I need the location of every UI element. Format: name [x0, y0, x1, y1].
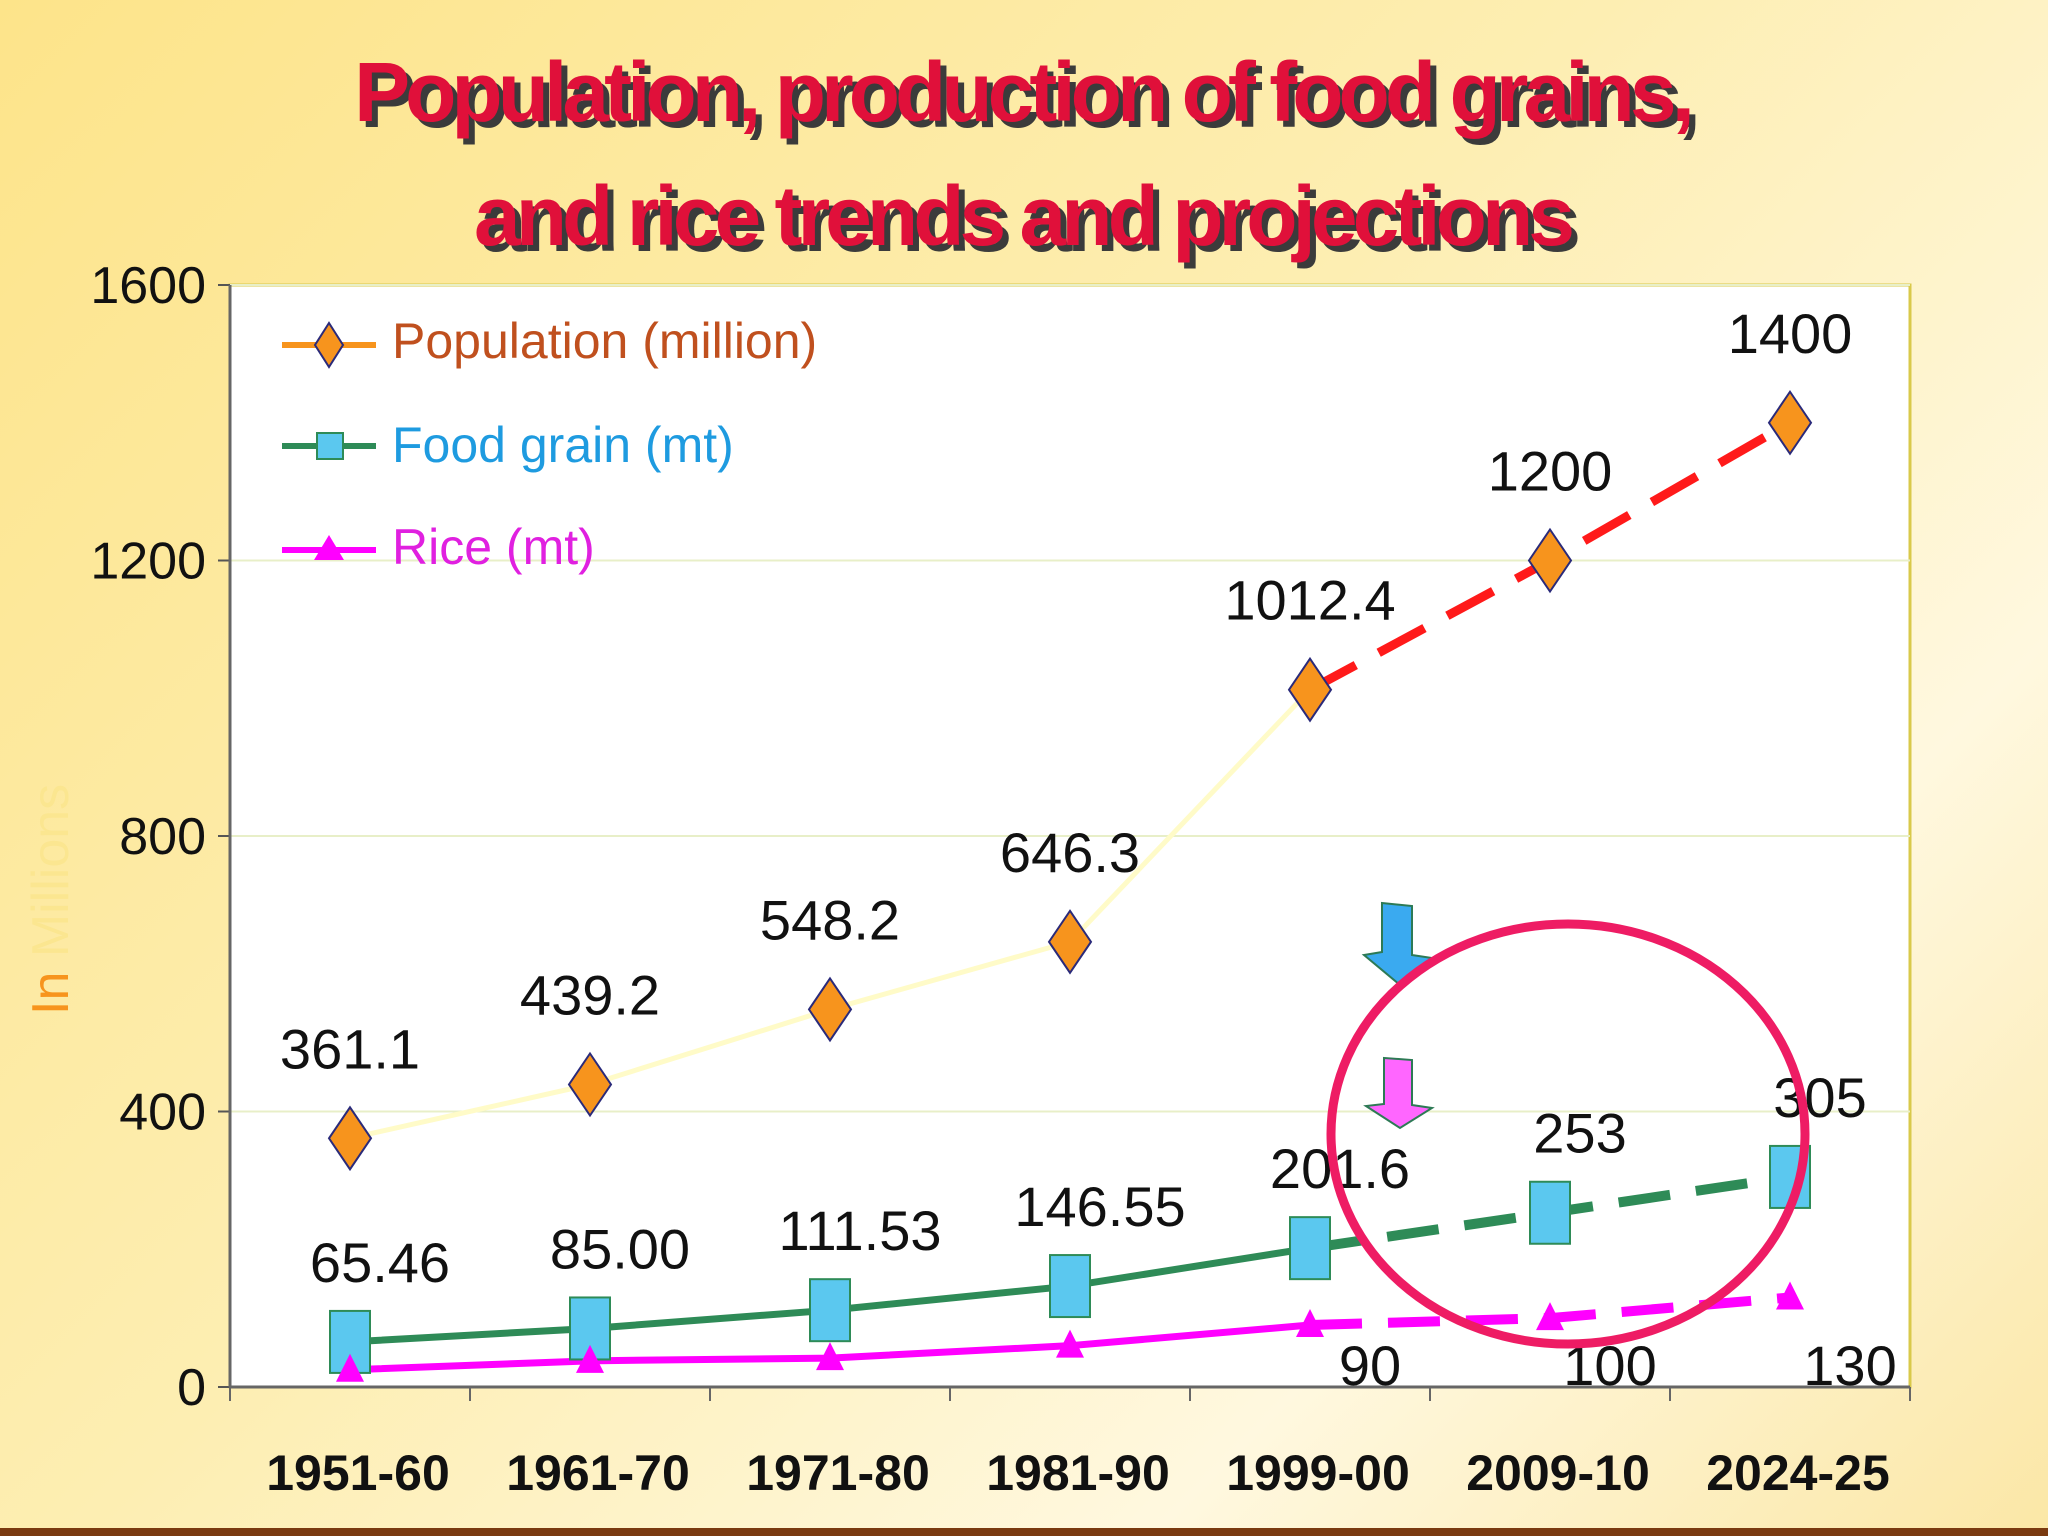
data-label: 1400 — [1728, 302, 1853, 365]
rice-marker — [1776, 1281, 1804, 1310]
data-label: 548.2 — [760, 888, 900, 951]
y-tick-label: 800 — [119, 808, 206, 866]
data-label: 90 — [1339, 1334, 1401, 1397]
chart-title-line-2-shadow: and rice trends and projections — [480, 175, 1578, 269]
data-label: 305 — [1773, 1066, 1866, 1129]
food-grain-marker — [1529, 1180, 1571, 1245]
population-marker — [327, 1105, 373, 1172]
data-label: 646.3 — [1000, 821, 1140, 884]
population-marker — [1527, 527, 1573, 594]
population-marker — [567, 1051, 613, 1118]
legend-label-rice: Rice (mt) — [392, 519, 595, 575]
x-tick-label: 1971-80 — [746, 1445, 930, 1501]
x-tick-label: 1981-90 — [986, 1445, 1170, 1501]
data-labels: 361.1 439.2 548.2 646.3 1012.4 1200 1400 65.46 8… — [280, 302, 1897, 1397]
rice-marker — [816, 1342, 844, 1371]
y-tick-labels: 0 400 800 1200 1600 — [90, 257, 206, 1417]
y-tick-label: 0 — [177, 1359, 206, 1417]
data-label: 130 — [1803, 1334, 1896, 1397]
legend-label-food-grain: Food grain (mt) — [392, 417, 734, 473]
data-label: 1012.4 — [1224, 569, 1395, 632]
data-label: 253 — [1533, 1102, 1626, 1165]
y-tick-label: 1600 — [90, 257, 206, 315]
rice-marker — [336, 1353, 364, 1382]
legend-item-food-grain: Food grain (mt) — [282, 417, 734, 473]
data-label: 146.55 — [1014, 1175, 1185, 1238]
x-tick-label: 2009-10 — [1466, 1445, 1650, 1501]
legend: Population (million) Food grain (mt) Ric… — [282, 313, 817, 575]
annotation-pink-arrow — [1363, 1056, 1435, 1130]
rice-marker — [1536, 1302, 1564, 1331]
x-tick-label: 1999-00 — [1226, 1445, 1410, 1501]
x-tick-label: 1951-60 — [266, 1445, 450, 1501]
population-marker — [807, 976, 853, 1043]
chart-title-line-2: and rice trends and projections — [474, 169, 1572, 263]
rice-marker — [1056, 1329, 1084, 1358]
data-label: 361.1 — [280, 1017, 420, 1080]
chart-title: Population, production of food grains, P… — [354, 45, 1701, 269]
legend-item-population: Population (million) — [282, 313, 817, 369]
data-label: 439.2 — [520, 964, 660, 1027]
chart-title-line-1: Population, production of food grains, — [354, 45, 1690, 139]
population-marker — [1767, 389, 1813, 456]
food-grain-marker — [1049, 1254, 1091, 1319]
data-label: 65.46 — [310, 1231, 450, 1294]
population-marker — [1047, 909, 1093, 975]
food-grain-marker — [1289, 1216, 1331, 1281]
y-tick-label: 1200 — [90, 533, 206, 591]
slide-bottom-bar — [0, 1528, 2048, 1536]
x-tick-label: 2024-25 — [1706, 1445, 1890, 1501]
legend-label-population: Population (million) — [392, 313, 817, 369]
axes — [228, 285, 1911, 1401]
legend-item-rice: Rice (mt) — [282, 519, 595, 575]
y-tick-label: 400 — [119, 1084, 206, 1142]
rice-marker — [1296, 1309, 1324, 1338]
gridlines — [218, 284, 1910, 1388]
data-label: 111.53 — [779, 1199, 942, 1262]
data-label: 1200 — [1488, 440, 1613, 503]
x-tick-labels: 1951-60 1961-70 1971-80 1981-90 1999-00 2009-… — [266, 1445, 1890, 1501]
chart-title-line-1-shadow: Population, production of food grains, — [360, 51, 1696, 145]
y-axis-label-in: In — [22, 972, 80, 1015]
population-marker — [1287, 656, 1333, 723]
x-tick-label: 1961-70 — [506, 1445, 690, 1501]
data-label: 85.00 — [550, 1217, 690, 1280]
y-axis-label: In Millions — [22, 784, 80, 1015]
annotation-highlight-ellipse — [1326, 919, 1810, 1349]
rice-marker — [576, 1344, 604, 1373]
food-grain-marker — [809, 1278, 851, 1343]
